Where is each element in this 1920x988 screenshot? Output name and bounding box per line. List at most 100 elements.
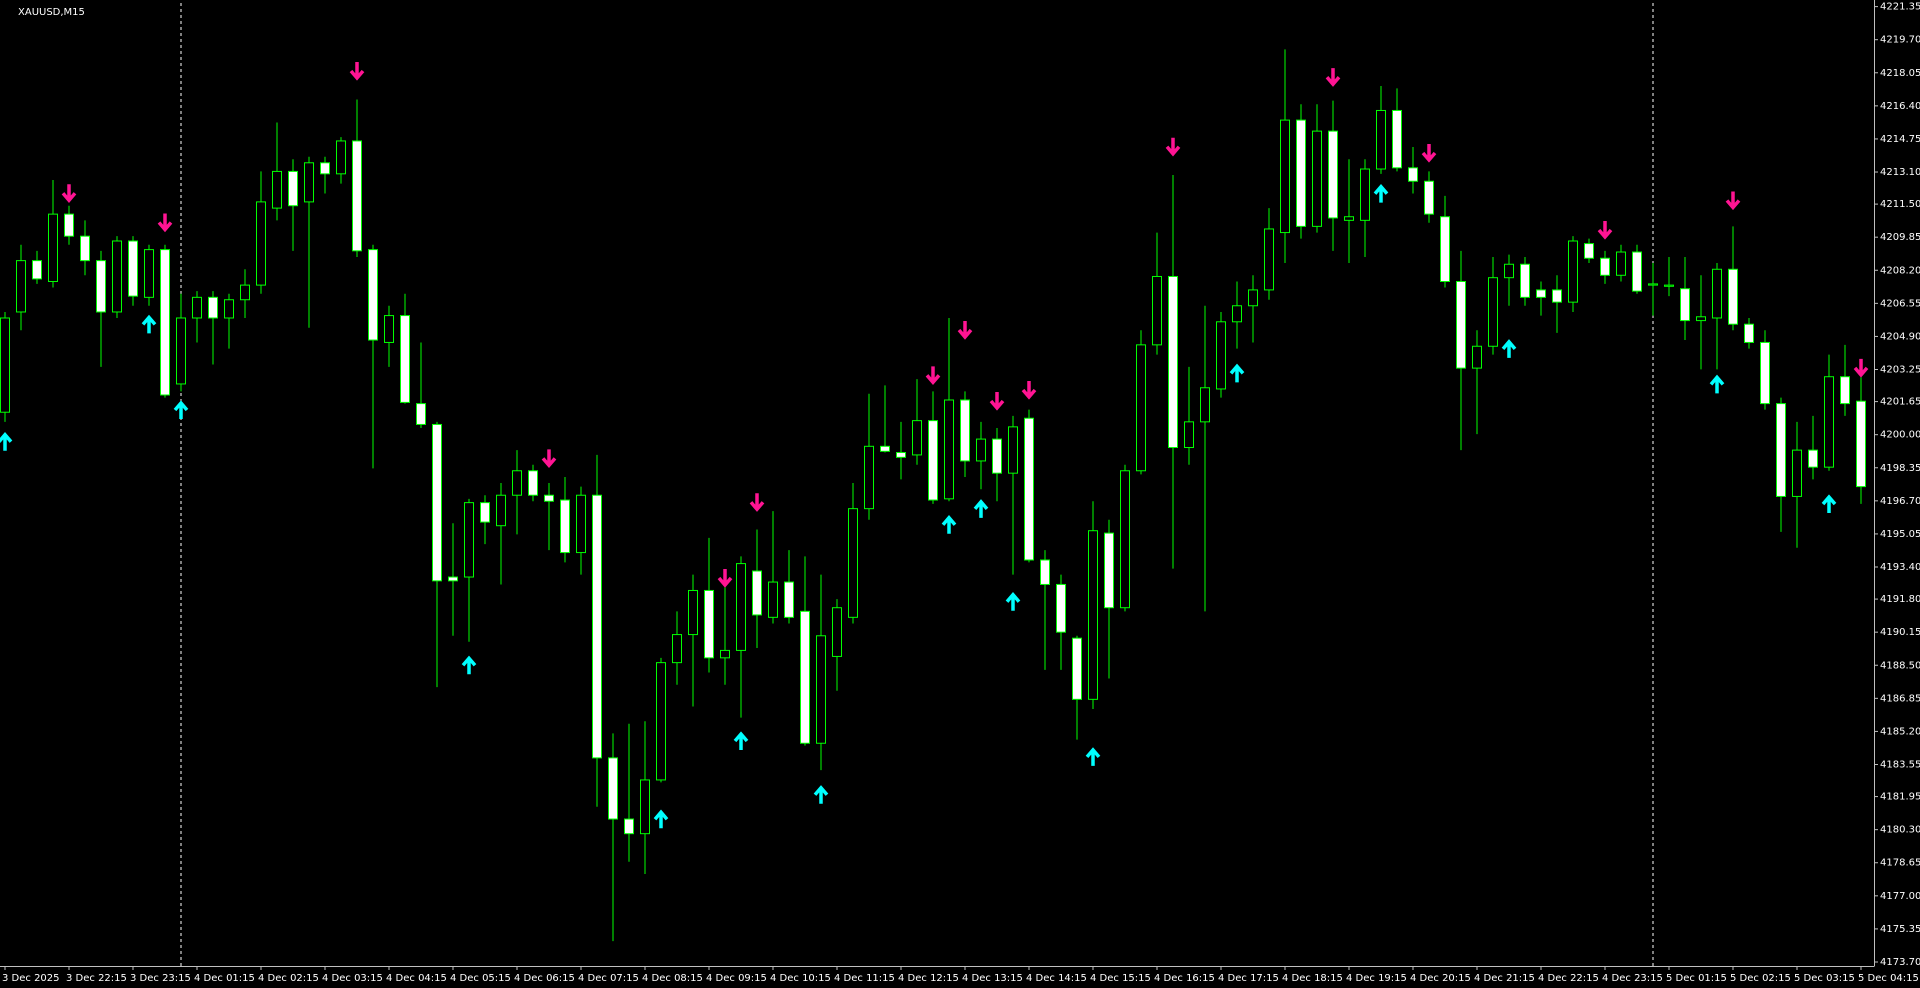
buy-arrow	[1373, 183, 1389, 203]
sell-arrow	[1853, 358, 1869, 378]
candle-body	[928, 420, 938, 501]
candle-body	[288, 170, 298, 207]
x-tick-label: 4 Dec 02:15	[258, 973, 319, 984]
candle-body	[1056, 583, 1066, 633]
candle-body	[768, 581, 778, 618]
candle-body	[1136, 344, 1146, 472]
buy-arrow	[1821, 494, 1837, 514]
candle-body	[1504, 263, 1514, 279]
candle-body	[752, 570, 762, 616]
x-tick-label: 4 Dec 10:15	[770, 973, 831, 984]
x-tick-label: 4 Dec 14:15	[1026, 973, 1087, 984]
candle-body	[1776, 403, 1786, 497]
y-tick-label: 4196.70	[1880, 496, 1920, 507]
x-tick-label: 4 Dec 08:15	[642, 973, 703, 984]
candle-body	[1312, 130, 1322, 227]
candle-body	[1168, 275, 1178, 449]
candle-body	[1440, 216, 1450, 282]
x-tick-label: 4 Dec 23:15	[1602, 973, 1663, 984]
candle-body	[800, 610, 810, 744]
candle-body	[1088, 530, 1098, 700]
buy-arrow	[1005, 592, 1021, 611]
candle-body	[64, 213, 74, 237]
x-tick-label: 4 Dec 04:15	[386, 973, 447, 984]
candle-body	[976, 438, 986, 462]
x-tick-label: 4 Dec 17:15	[1218, 973, 1279, 984]
candle-body	[464, 502, 474, 578]
y-tick-label: 4208.20	[1880, 265, 1920, 276]
sell-arrow	[1725, 191, 1741, 211]
candle-body	[1616, 251, 1626, 276]
candle-body	[1200, 387, 1210, 423]
x-tick-label: 4 Dec 19:15	[1346, 973, 1407, 984]
candle-body	[944, 399, 954, 500]
sell-arrow	[541, 449, 557, 469]
candle-body	[560, 499, 570, 554]
x-tick-label: 5 Dec 04:15	[1858, 973, 1919, 984]
candle-body	[1680, 288, 1690, 322]
candle-body	[1376, 109, 1386, 170]
candle-body	[352, 140, 362, 252]
candle-body	[1456, 280, 1466, 369]
candle-body	[1472, 345, 1482, 369]
candle-body	[672, 634, 682, 664]
candle-body	[912, 420, 922, 456]
candle-body	[1040, 559, 1050, 585]
x-tick-label: 4 Dec 01:15	[194, 973, 255, 984]
y-tick-label: 4201.65	[1880, 397, 1920, 408]
candle-body	[624, 818, 634, 835]
candle-body	[1120, 470, 1130, 609]
candle-body	[1232, 305, 1242, 323]
buy-arrow	[1085, 747, 1101, 766]
candle-body	[832, 607, 842, 657]
candle-body	[368, 249, 378, 341]
sell-arrow	[1421, 143, 1437, 163]
y-tick-label: 4218.05	[1880, 68, 1920, 79]
candle-body	[1296, 119, 1306, 227]
candle-body	[0, 317, 10, 413]
buy-arrow	[733, 731, 749, 751]
x-tick-label: 4 Dec 03:15	[322, 973, 383, 984]
candle-body	[1424, 180, 1434, 215]
buy-arrow	[653, 809, 669, 829]
sell-arrow	[957, 321, 973, 340]
candle-body	[1072, 637, 1082, 700]
x-tick-label: 4 Dec 13:15	[962, 973, 1023, 984]
buy-arrow	[813, 785, 829, 804]
candle-body	[896, 452, 906, 458]
candle-body	[1760, 341, 1770, 405]
x-tick-label: 3 Dec 22:15	[66, 973, 127, 984]
candle-body	[1280, 119, 1290, 234]
candle-body	[384, 315, 394, 343]
x-tick-label: 5 Dec 01:15	[1666, 973, 1727, 984]
buy-arrow	[173, 400, 189, 420]
sell-arrow	[1165, 137, 1181, 157]
candle-body	[1216, 321, 1226, 390]
candle-body	[960, 399, 970, 462]
candle-body	[1584, 243, 1594, 259]
y-tick-label: 4221.35	[1880, 2, 1920, 13]
y-tick-label: 4214.75	[1880, 134, 1920, 145]
candle-body	[1344, 216, 1354, 221]
y-tick-label: 4195.05	[1880, 529, 1920, 540]
y-tick-label: 4175.35	[1880, 924, 1920, 935]
candle-body	[1728, 268, 1738, 325]
candle-body	[1328, 130, 1338, 219]
candle-body	[1552, 289, 1562, 303]
candle-body	[480, 502, 490, 523]
y-tick-label: 4193.40	[1880, 562, 1920, 573]
x-tick-label: 4 Dec 12:15	[898, 973, 959, 984]
candle-body	[880, 445, 890, 452]
candle-body	[1856, 400, 1866, 488]
candle-body	[1008, 426, 1018, 474]
y-tick-label: 4219.70	[1880, 35, 1920, 46]
candle-body	[512, 470, 522, 496]
candle-body	[144, 249, 154, 298]
candle-body	[1600, 257, 1610, 276]
candle-body	[32, 260, 42, 280]
sell-arrow	[989, 391, 1005, 411]
candle-body	[80, 235, 90, 262]
x-tick-label: 4 Dec 15:15	[1090, 973, 1151, 984]
